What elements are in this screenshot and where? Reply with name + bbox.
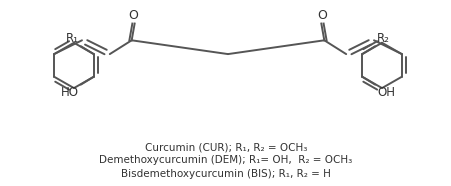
Text: Demethoxycurcumin (DEM); R₁= OH,  R₂ = OCH₃: Demethoxycurcumin (DEM); R₁= OH, R₂ = OC…	[99, 155, 352, 166]
Text: R₁: R₁	[66, 32, 78, 45]
Text: HO: HO	[61, 86, 78, 99]
Text: Curcumin (CUR); R₁, R₂ = OCH₃: Curcumin (CUR); R₁, R₂ = OCH₃	[144, 142, 307, 152]
Text: O: O	[317, 9, 327, 22]
Text: Bisdemethoxycurcumin (BIS); R₁, R₂ = H: Bisdemethoxycurcumin (BIS); R₁, R₂ = H	[121, 169, 330, 179]
Text: R₂: R₂	[376, 32, 389, 45]
Text: OH: OH	[376, 86, 394, 99]
Text: O: O	[129, 9, 138, 22]
